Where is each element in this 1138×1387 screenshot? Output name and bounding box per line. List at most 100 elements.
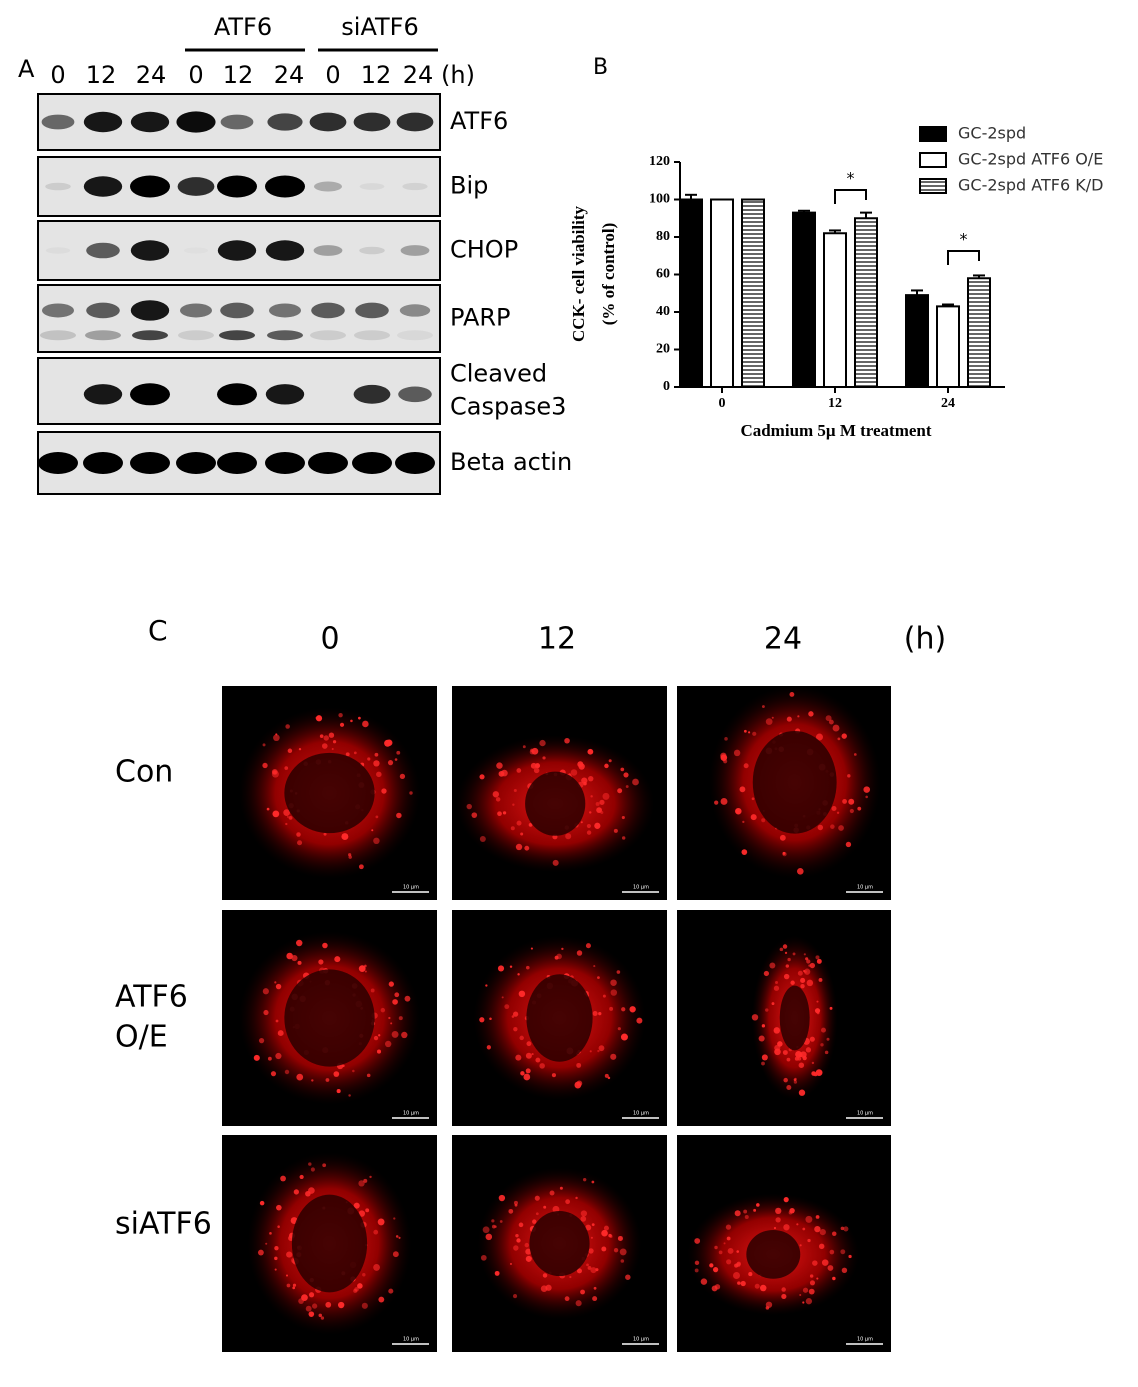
fluorescence-speck [334, 956, 341, 963]
fluorescence-speck [274, 1256, 278, 1261]
fluorescence-speck [607, 1076, 611, 1080]
band [308, 452, 348, 474]
fluorescence-speck [797, 715, 800, 718]
fluorescence-speck [273, 734, 280, 742]
fluorescence-speck [807, 1238, 811, 1243]
fluorescence-speck [275, 983, 282, 990]
fluorescence-speck [516, 820, 522, 826]
blot-label: Caspase3 [450, 393, 566, 421]
fluorescence-speck [796, 867, 804, 875]
fluorescence-speck [523, 1073, 531, 1081]
fluorescence-speck [380, 1007, 386, 1013]
group-label: ATF6 [214, 13, 272, 41]
fluorescence-speck [376, 1049, 382, 1054]
fluorescence-speck [575, 1300, 582, 1307]
fluorescence-speck [726, 1236, 731, 1241]
scale-bar-label: 10 μm [403, 1337, 419, 1343]
time-unit: (h) [904, 622, 946, 657]
fluorescence-speck [733, 1272, 740, 1280]
band [130, 240, 170, 261]
fluorescence-speck [258, 1037, 265, 1044]
fluorescence-speck [783, 1224, 790, 1231]
legend-label: GC-2spd [958, 124, 1026, 143]
band [217, 240, 257, 261]
fluorescence-speck [709, 1263, 714, 1268]
band [178, 330, 214, 341]
fluorescence-speck [275, 1052, 282, 1060]
fluorescence-speck [565, 833, 572, 840]
fluorescence-speck [299, 1174, 304, 1180]
fluorescence-speck [765, 1008, 769, 1012]
fluorescence-speck [610, 979, 617, 986]
band [219, 330, 255, 341]
fluorescence-speck [291, 954, 298, 962]
band [130, 111, 170, 133]
fluorescence-speck [811, 1061, 815, 1065]
fluorescence-speck [622, 836, 626, 840]
fluorescence-speck [293, 1189, 299, 1195]
nucleus [284, 752, 375, 834]
fluorescence-speck [262, 762, 268, 769]
fluorescence-speck [825, 715, 832, 722]
fluorescence-speck [308, 1162, 312, 1166]
fluorescence-speck [842, 798, 848, 804]
fluorescence-speck [270, 1071, 277, 1077]
fluorescence-speck [267, 1056, 272, 1061]
band [83, 384, 123, 405]
fluorescence-speck [816, 1277, 819, 1280]
fluorescence-speck [636, 1017, 643, 1024]
fluorescence-speck [509, 1262, 513, 1266]
column-label: 12 [538, 622, 576, 657]
fluorescence-speck [292, 1283, 297, 1287]
band [352, 452, 392, 474]
fluorescence-speck [362, 1273, 366, 1277]
fluorescence-speck [345, 752, 350, 757]
nucleus [746, 1229, 801, 1279]
fluorescence-speck [384, 1040, 392, 1048]
fluorescence-speck [809, 1036, 815, 1042]
fluorescence-speck [561, 947, 564, 951]
fluorescence-speck [821, 1259, 829, 1266]
fluorescence-speck [853, 753, 857, 756]
scale-bar-label: 10 μm [633, 885, 649, 891]
fluorescence-speck [321, 743, 328, 749]
fluorescence-speck [809, 962, 816, 969]
fluorescence-speck [534, 763, 541, 769]
fluorescence-speck [373, 1035, 379, 1041]
blot-label: CHOP [450, 236, 518, 264]
fluorescence-speck [777, 1041, 783, 1047]
fluorescence-speck [753, 1208, 757, 1212]
fluorescence-speck [784, 951, 788, 955]
time-label: 24 [403, 61, 434, 89]
band [217, 175, 257, 198]
band [85, 330, 121, 341]
fluorescence-speck [296, 1073, 304, 1081]
fluorescence-speck [337, 1301, 345, 1309]
fluorescence-speck [816, 1000, 819, 1003]
panel-label: A [18, 55, 35, 83]
scale-bar-label: 10 μm [403, 1111, 419, 1117]
fluorescence-speck [559, 1186, 563, 1190]
fluorescence-speck [752, 731, 757, 736]
fluorescence-speck [725, 1224, 732, 1230]
fluorescence-speck [598, 1012, 602, 1016]
fluorescence-speck [608, 759, 612, 763]
fluorescence-speck [514, 1203, 518, 1207]
fluorescence-speck [789, 692, 795, 697]
fluorescence-speck [620, 1033, 628, 1041]
fluorescence-speck [585, 943, 591, 949]
fluorescence-speck [865, 795, 868, 799]
fluorescence-speck [543, 1205, 547, 1209]
fluorescence-speck [814, 1008, 821, 1014]
fluorescence-speck [595, 1268, 599, 1272]
blot-label: Bip [450, 172, 488, 200]
fluorescence-speck [828, 719, 834, 725]
fluorescence-speck [479, 836, 486, 842]
fluorescence-speck [287, 748, 293, 754]
fluorescence-speck [789, 1208, 795, 1214]
fluorescence-speck [339, 722, 345, 727]
fluorescence-speck [305, 1190, 311, 1197]
fluorescence-speck [587, 1266, 592, 1270]
fluorescence-speck [800, 983, 805, 989]
